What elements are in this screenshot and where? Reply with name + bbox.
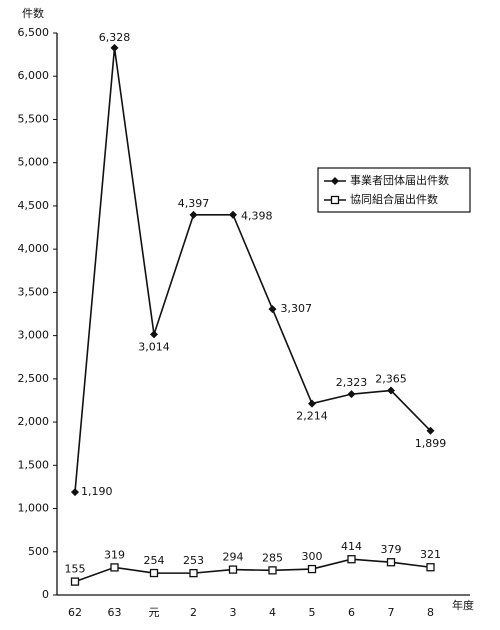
data-label: 319 [104,548,125,561]
x-tick-label: 63 [108,606,122,619]
y-tick-label: 500 [28,545,49,558]
marker [70,577,80,586]
data-label: 2,214 [296,410,328,423]
x-axis-title: 年度 [452,598,474,612]
y-tick-label: 4,500 [18,199,50,212]
data-label: 4,398 [241,210,273,223]
y-tick-label: 1,500 [18,458,50,471]
data-label: 155 [65,563,86,576]
marker [386,558,396,567]
x-tick-label: 6 [348,606,355,619]
data-label: 1,899 [415,437,447,450]
series-line [74,47,432,493]
data-label: 285 [262,551,283,564]
y-tick-label: 6,000 [18,69,50,82]
data-label: 4,397 [178,197,210,210]
data-label: 3,307 [281,302,313,315]
x-tick-label: 62 [68,606,82,619]
marker [426,563,435,572]
marker [307,564,317,574]
data-label: 321 [420,548,441,561]
marker [189,568,198,578]
x-tick-label: 7 [388,606,395,619]
x-tick-label: 元 [149,606,160,619]
data-label: 1,190 [81,485,113,498]
x-tick-label: 2 [190,606,197,619]
y-tick-label: 3,500 [18,285,50,298]
marker [71,488,79,497]
legend-label: 事業者団体届出件数 [350,173,449,187]
legend-box [317,167,471,213]
marker [330,195,340,205]
x-tick-label: 5 [309,606,316,619]
y-tick-label: 4,000 [18,242,50,255]
data-label: 379 [381,543,402,556]
marker [189,210,198,219]
x-tick-label: 8 [427,606,434,619]
y-tick-label: 1,000 [18,502,50,515]
marker [268,566,277,575]
marker [347,555,356,564]
y-axis-title: 件数 [22,7,44,20]
marker [268,305,277,314]
y-tick-label: 6,500 [18,26,50,39]
y-tick-label: 2,000 [18,415,50,428]
data-label: 294 [223,551,244,564]
x-tick-label: 4 [269,606,276,619]
y-tick-label: 5,000 [18,156,50,169]
data-label: 414 [341,540,362,553]
marker [149,568,159,578]
y-tick-label: 0 [42,588,49,601]
marker [150,330,158,339]
y-tick-label: 3,000 [18,329,50,342]
data-label: 2,365 [375,373,407,386]
data-label: 3,014 [138,340,170,353]
legend-label: 協同組合届出件数 [350,192,438,206]
data-label: 300 [302,550,323,563]
marker [229,210,237,219]
y-tick-label: 5,500 [18,112,50,125]
marker [110,43,119,52]
marker [228,565,238,574]
data-label: 2,323 [336,376,368,389]
marker [426,426,435,435]
marker [331,177,339,185]
marker [110,563,119,572]
x-tick-label: 3 [230,606,237,619]
series-line [74,558,431,583]
marker [347,390,356,399]
data-label: 6,328 [99,31,131,44]
data-label: 253 [183,554,204,567]
marker [387,386,395,395]
y-tick-label: 2,500 [18,372,50,385]
marker [308,399,316,408]
data-label: 254 [144,554,165,567]
